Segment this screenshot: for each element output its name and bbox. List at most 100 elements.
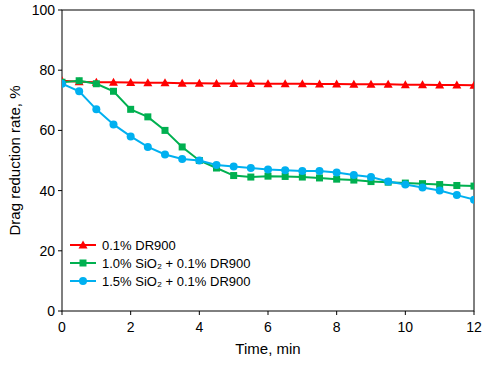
data-point [229,79,238,87]
data-point [212,79,221,87]
data-point [332,80,341,88]
x-tick-label: 10 [398,319,414,335]
x-tick [405,311,406,315]
y-tick-label: 0 [47,303,55,319]
legend-label: 1.0% SiO₂ + 0.1% DR900 [102,256,250,271]
x-tick-label: 8 [333,319,341,335]
data-point [401,80,410,88]
y-tick [58,10,62,11]
data-point [367,80,376,88]
data-point [75,77,84,85]
data-point [213,161,221,169]
plot-frame [62,10,474,311]
data-point [264,166,272,174]
data-point [195,79,204,87]
y-tick [58,70,62,71]
data-point [110,120,118,128]
data-point [350,171,358,179]
data-point [109,78,118,86]
data-point [178,155,186,163]
data-point [298,167,306,175]
data-point [178,79,187,87]
data-point [298,79,307,87]
data-point [62,80,66,88]
data-point [470,81,475,89]
x-axis-label: Time, min [235,340,300,357]
data-point [349,80,358,88]
chart: 020406080100024681012Time, minDrag reduc… [0,0,490,369]
data-point [471,183,475,190]
data-point [230,163,238,171]
x-tick-label: 12 [466,319,482,335]
data-point [75,87,83,95]
data-point [195,157,203,165]
legend-marker [80,260,87,267]
y-tick [58,250,62,251]
data-point [93,80,100,87]
y-tick-label: 80 [39,62,55,78]
x-tick [268,311,269,315]
y-tick [58,190,62,191]
data-point [247,164,255,172]
data-point [453,182,460,189]
y-tick-label: 20 [39,243,55,259]
data-point [316,174,323,181]
data-point [265,173,272,180]
data-point [126,78,135,86]
data-point [230,172,237,179]
data-point [419,184,427,192]
x-tick [336,311,337,315]
y-tick-label: 100 [32,2,56,18]
x-tick [199,311,200,315]
data-point [161,150,169,158]
y-tick-label: 60 [39,122,55,138]
data-point [281,166,289,174]
data-point [418,80,427,88]
legend-marker [79,241,88,249]
data-point [92,105,100,113]
plot-data [62,76,474,203]
data-point [384,80,393,88]
data-point [247,174,254,181]
x-tick-label: 4 [195,319,203,335]
data-point [436,187,444,195]
data-point [281,79,290,87]
data-point [143,78,152,86]
data-point [179,143,186,150]
data-point [367,173,375,181]
series-line [62,81,474,186]
x-tick-label: 2 [127,319,135,335]
legend-marker [79,277,87,285]
series-line [62,84,474,200]
data-point [127,132,135,140]
y-tick [58,130,62,131]
data-point [316,167,324,175]
data-point [161,78,170,86]
data-point [315,80,324,88]
data-point [435,80,444,88]
data-point [144,143,152,151]
legend-label: 0.1% DR900 [102,238,176,253]
legend: 0.1% DR900 1.0% SiO₂ + 0.1% DR900 1.5% SiO… [70,238,250,289]
data-point [162,127,169,134]
data-point [384,178,392,186]
data-point [453,191,461,199]
x-tick-label: 0 [58,319,66,335]
data-point [452,80,461,88]
data-point [333,169,341,177]
data-point [144,113,151,120]
legend-label: 1.5% SiO₂ + 0.1% DR900 [102,274,250,289]
x-tick-label: 6 [264,319,272,335]
data-point [196,157,203,164]
data-point [264,79,273,87]
data-point [333,176,340,183]
y-axis-label: Drag reduction rate, % [6,85,23,235]
x-tick [474,311,475,315]
data-point [401,181,409,189]
data-point [470,196,474,204]
data-point [246,79,255,87]
data-point [127,106,134,113]
x-tick [130,311,131,315]
x-tick [62,311,63,315]
data-point [76,77,83,84]
